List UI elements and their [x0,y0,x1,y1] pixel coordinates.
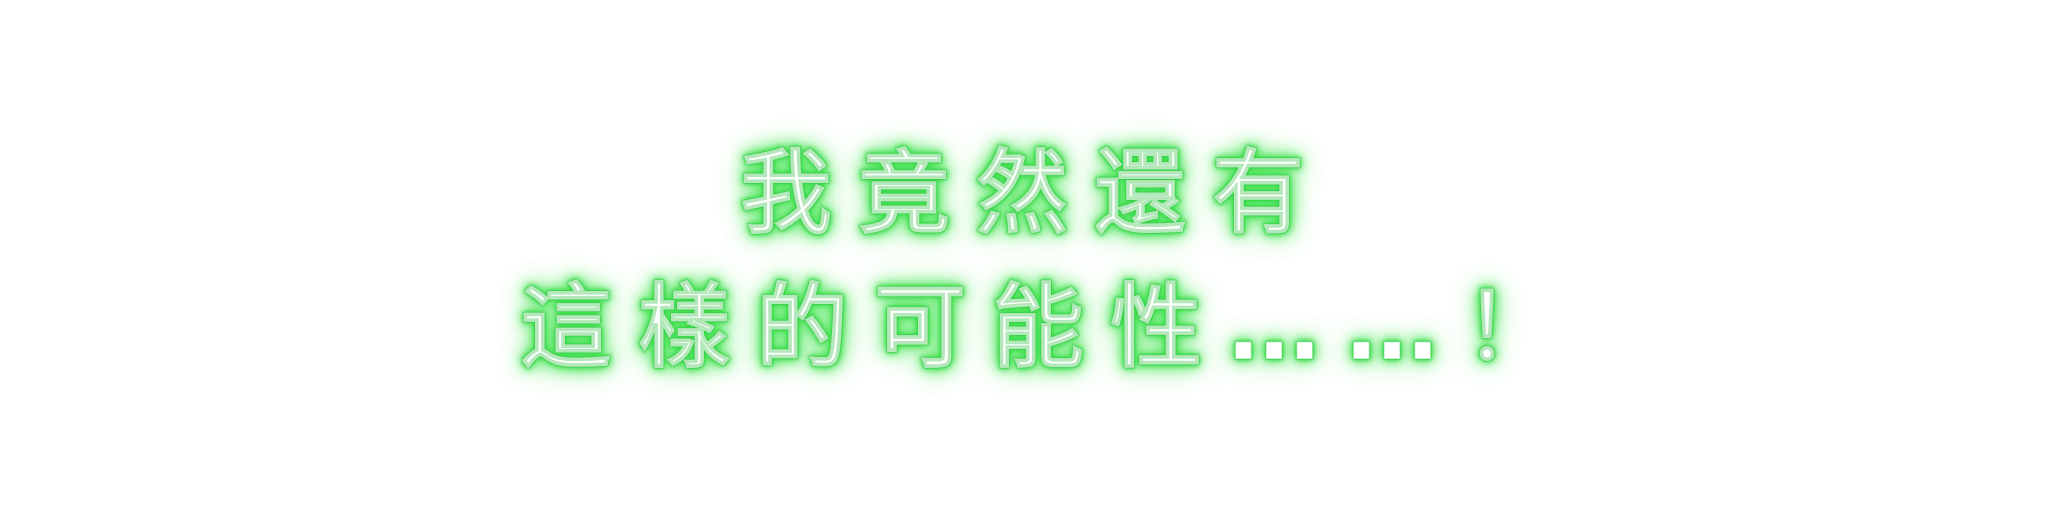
dialogue-line-2: 這樣的可能性……！ [519,274,1583,381]
dialogue-line-1: 我竟然還有 [739,140,1331,247]
